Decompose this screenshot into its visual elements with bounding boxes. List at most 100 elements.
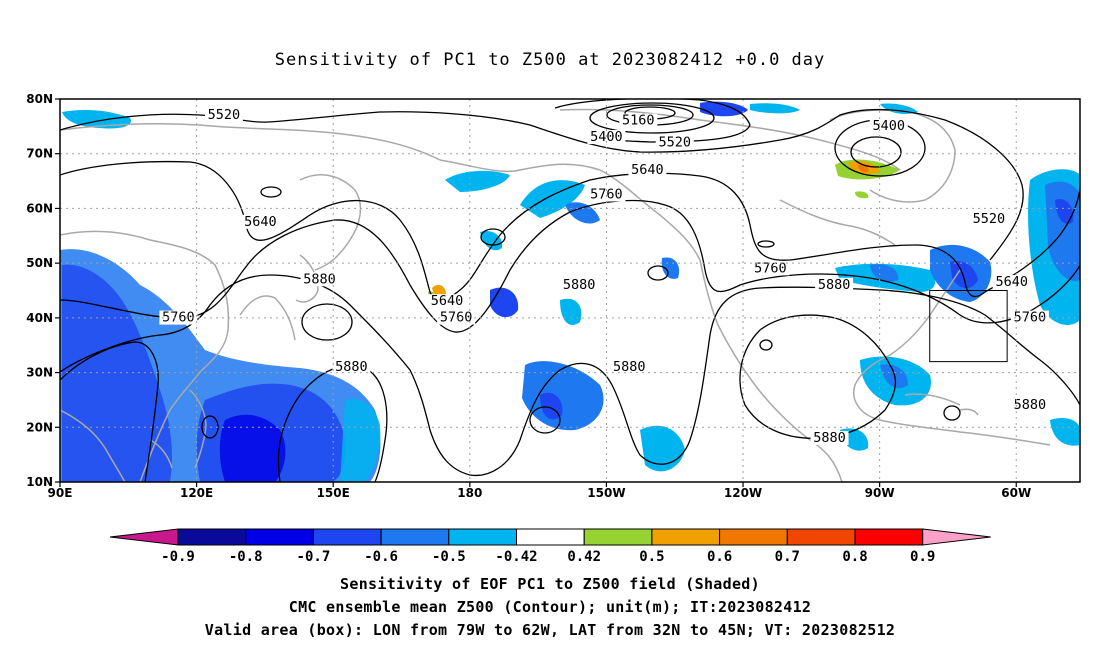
- coast-kamchatka: [299, 174, 362, 271]
- caption-shading: Sensitivity of EOF PC1 to Z500 field (Sh…: [340, 575, 760, 593]
- contour-small-3: [480, 228, 506, 246]
- coast-alaska: [439, 159, 701, 261]
- colorbar-label: -0.5: [432, 549, 466, 565]
- shade-ber: [520, 180, 585, 218]
- contour-label: 5520: [208, 107, 241, 123]
- contour-label: 5880: [1014, 397, 1047, 413]
- lat-label: 30N: [26, 366, 53, 380]
- map-frame: [59, 98, 1081, 483]
- lat-label: 80N: [26, 92, 53, 106]
- colorbar-label: -0.8: [229, 549, 263, 565]
- colorbar-bin: [448, 528, 517, 546]
- lon-label: 150W: [587, 486, 625, 500]
- contour-small-4: [647, 265, 669, 281]
- contour-label-bg: [628, 162, 667, 177]
- shade-cp2: [522, 361, 604, 431]
- contour-label-bg: [241, 214, 280, 229]
- coast-siberia: [60, 123, 441, 161]
- contour-label: 5400: [872, 118, 905, 134]
- colorbar-bin: [177, 528, 247, 546]
- lat-label: 40N: [26, 311, 53, 325]
- lat-label: 70N: [26, 147, 53, 161]
- colorbar-label: 0.9: [910, 549, 935, 565]
- contour-label: 5880: [818, 277, 851, 293]
- lon-label: 90E: [48, 486, 73, 500]
- valid-area-box: [929, 290, 1008, 363]
- contour-label-bg: [655, 135, 694, 150]
- lat-label: 50N: [26, 256, 53, 270]
- colorbar-bin: [312, 528, 382, 546]
- shade-na4: [870, 264, 899, 282]
- colorbar-bin: [583, 528, 653, 546]
- contour-5760: [60, 199, 1080, 333]
- colorbar-label: 0.6: [707, 549, 732, 565]
- shade-arc2: [750, 103, 800, 114]
- contour-label-bg: [1010, 398, 1049, 413]
- shade-np2: [480, 230, 503, 251]
- contour-label-bg: [159, 310, 198, 325]
- contour-label-bg: [332, 359, 371, 374]
- contour-5280-ring: [589, 102, 715, 134]
- colorbar-label: 0.7: [775, 549, 800, 565]
- shade-ber2: [565, 202, 600, 224]
- shade-gl-pos4: [855, 191, 869, 199]
- contour-small-6: [759, 339, 773, 351]
- lon-label: 180: [457, 486, 482, 500]
- shade-kam: [445, 170, 510, 192]
- colorbar: -0.9 -0.8 -0.7 -0.6 -0.5 -0.42 0.42 0.5 0.6 0.7 0.…: [109, 528, 991, 565]
- contour-label-bg: [428, 294, 467, 309]
- contour-small-1: [260, 186, 282, 198]
- lon-label: 60W: [1001, 486, 1031, 500]
- shade-na3: [950, 260, 978, 289]
- map-title: Sensitivity of PC1 to Z500 at 2023082412…: [274, 50, 826, 70]
- contour-small-2: [301, 303, 353, 341]
- lat-label: 10N: [26, 475, 53, 489]
- shade-wpac-light: [340, 398, 381, 482]
- colorbar-label: -0.9: [161, 549, 195, 565]
- contour-label: 5640: [995, 274, 1028, 290]
- colorbar-bin: [651, 528, 721, 546]
- colorbar-left-arrow: [109, 528, 179, 546]
- lon-label: 90W: [865, 486, 895, 500]
- contour-label: 5880: [303, 271, 336, 287]
- contour-5520: [60, 108, 1024, 261]
- contour-label-bg: [992, 275, 1031, 290]
- shade-gulf2: [880, 364, 908, 389]
- coast-asia: [60, 230, 230, 482]
- coast-na-west: [699, 259, 843, 482]
- coast-korea-japan: [239, 254, 319, 341]
- colorbar-label: 0.8: [842, 549, 867, 565]
- lon-axis: 90E 120E 150E 180 150W 120W 90W 60W: [48, 482, 1031, 500]
- contour-5880-asia: [60, 341, 159, 482]
- shade-carib: [1050, 418, 1080, 446]
- contour-label: 5640: [631, 162, 664, 178]
- shade-arc: [700, 101, 748, 117]
- colorbar-bin: [516, 528, 585, 546]
- lon-label: 150E: [317, 486, 350, 500]
- contour-5640: [60, 160, 1080, 301]
- colorbar-bin: [786, 528, 856, 546]
- contour-label: 5760: [590, 186, 623, 202]
- coastlines: [60, 108, 1051, 482]
- colorbar-label: 0.42: [567, 549, 601, 565]
- contour-label: 5160: [622, 113, 655, 129]
- lat-label: 20N: [26, 420, 53, 434]
- colorbar-label: -0.6: [364, 549, 398, 565]
- contour-label-bg: [619, 113, 658, 128]
- contour-small-8: [529, 406, 561, 434]
- lat-axis: 80N 70N 60N 50N 40N 30N 20N 10N: [26, 92, 60, 489]
- contour-label: 5520: [658, 135, 691, 151]
- contour-label: 5400: [590, 129, 623, 145]
- coast-indo: [60, 409, 173, 482]
- coast-isl: [959, 408, 979, 416]
- colorbar-label: -0.7: [297, 549, 331, 565]
- z500-contours: [60, 99, 1080, 482]
- shade-np: [490, 287, 519, 318]
- shade-cp: [560, 298, 582, 326]
- contour-label-bg: [969, 212, 1008, 227]
- lat-lon-grid: [60, 99, 1080, 482]
- contour-label: 5760: [754, 260, 787, 276]
- contour-label: 5760: [162, 310, 195, 326]
